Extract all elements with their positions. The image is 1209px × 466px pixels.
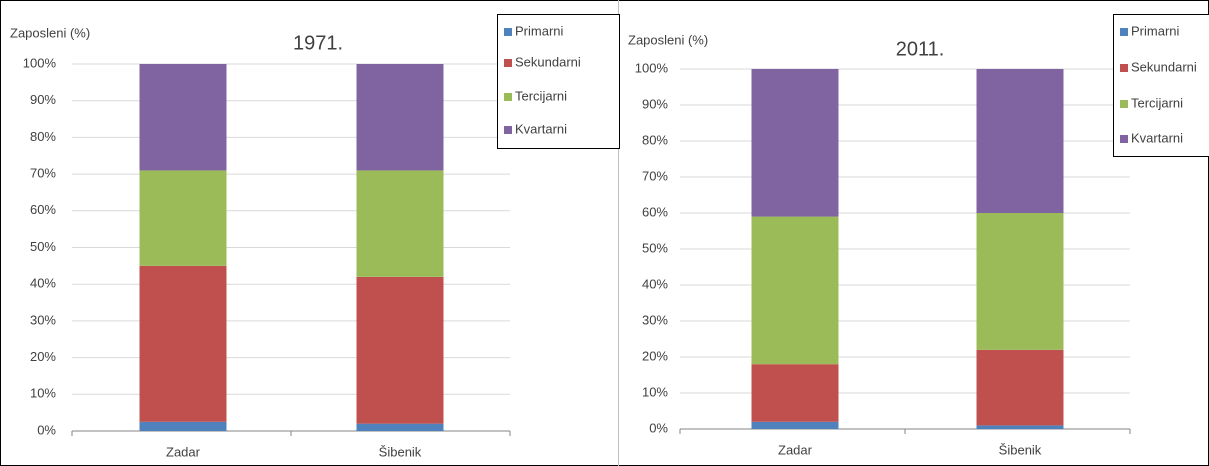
bar-segment (751, 69, 839, 217)
bar-segment (751, 421, 839, 429)
y-tick-label: 100% (23, 55, 57, 70)
bar-segment (139, 421, 227, 431)
legend-label: Primarni (515, 23, 564, 38)
bar-segment (356, 423, 444, 431)
y-tick-label: 60% (30, 202, 56, 217)
legend-swatch (504, 93, 512, 101)
y-tick-label: 80% (642, 132, 668, 147)
legend-label: Kvartarni (515, 121, 567, 136)
y-tick-label: 100% (635, 60, 669, 75)
y-tick-label: 20% (30, 349, 56, 364)
y-tick-label: 60% (642, 204, 668, 219)
x-tick-label: Šibenik (999, 442, 1042, 457)
legend-swatch (504, 59, 512, 67)
bar-segment (976, 213, 1064, 350)
legend-swatch (1120, 64, 1128, 72)
x-tick-label: Zadar (166, 444, 201, 459)
bar-segment (356, 170, 444, 277)
y-tick-label: 50% (30, 239, 56, 254)
y-tick-label: 20% (642, 348, 668, 363)
legend-swatch (504, 126, 512, 134)
bar-segment (139, 170, 227, 266)
legend-box (1113, 14, 1209, 157)
legend-box (497, 14, 620, 149)
y-tick-label: 70% (30, 166, 56, 181)
y-tick-label: 70% (642, 168, 668, 183)
x-tick-label: Šibenik (379, 444, 422, 459)
y-tick-label: 90% (30, 92, 56, 107)
y-tick-label: 30% (642, 312, 668, 327)
legend-label: Sekundarni (1131, 59, 1197, 74)
bar-segment (976, 425, 1064, 429)
chart-title: 1971. (293, 32, 343, 54)
legend-label: Sekundarni (515, 54, 581, 69)
legend-label: Primarni (1131, 23, 1180, 38)
y-tick-label: 10% (642, 384, 668, 399)
bar-segment (976, 69, 1064, 213)
y-tick-label: 40% (30, 276, 56, 291)
chart-title: 2011. (896, 38, 945, 60)
y-tick-label: 10% (30, 386, 56, 401)
y-tick-label: 50% (642, 240, 668, 255)
legend-label: Tercijarni (515, 88, 567, 103)
legend-swatch (1120, 135, 1128, 143)
legend-label: Tercijarni (1131, 95, 1183, 110)
y-tick-label: 0% (649, 420, 668, 435)
legend-swatch (1120, 100, 1128, 108)
y-axis-label: Zaposleni (%) (10, 25, 90, 40)
x-tick-label: Zadar (778, 442, 813, 457)
legend-label: Kvartarni (1131, 130, 1183, 145)
y-tick-label: 80% (30, 129, 56, 144)
bar-segment (751, 364, 839, 422)
bar-segment (139, 265, 227, 422)
y-tick-label: 90% (642, 96, 668, 111)
bar-segment (139, 64, 227, 171)
y-tick-label: 30% (30, 312, 56, 327)
legend-swatch (504, 28, 512, 36)
y-axis-label: Zaposleni (%) (628, 32, 708, 47)
y-tick-label: 40% (642, 276, 668, 291)
bar-segment (976, 349, 1064, 426)
bar-segment (356, 64, 444, 171)
bar-segment (751, 216, 839, 365)
legend-swatch (1120, 28, 1128, 36)
bar-segment (356, 276, 444, 424)
y-tick-label: 0% (37, 422, 56, 437)
